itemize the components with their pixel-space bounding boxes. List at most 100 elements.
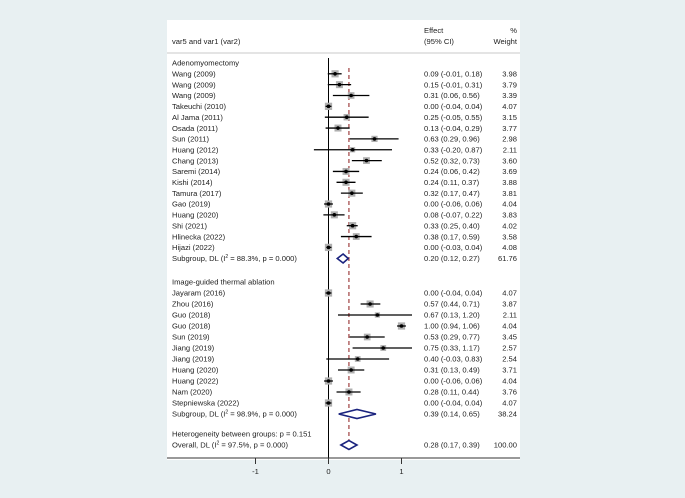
label-text: = 97.5%, p = 0.000) <box>219 441 288 450</box>
weight-text: 3.76 <box>502 388 517 397</box>
weight-text: 4.02 <box>502 221 517 230</box>
point-estimate <box>326 245 331 250</box>
group-header: Image-guided thermal ablation <box>172 278 275 287</box>
study-label: Zhou (2016) <box>172 300 214 309</box>
study-label: Jiang (2019) <box>172 355 215 364</box>
point-estimate <box>326 401 331 405</box>
label-text: Overall, DL (I <box>172 441 216 450</box>
weight-text: 3.71 <box>502 366 517 375</box>
effect-ci-text: 0.08 (-0.07, 0.22) <box>424 211 483 220</box>
study-label: Stepniewska (2022) <box>172 399 240 408</box>
subgroup-diamond <box>338 408 377 420</box>
effect-ci-text: 0.13 (-0.04, 0.29) <box>424 124 483 133</box>
weight-text: 4.04 <box>502 322 517 331</box>
point-estimate <box>350 223 355 228</box>
point-estimate <box>349 368 353 372</box>
effect-ci-text: 0.31 (0.06, 0.56) <box>424 91 480 100</box>
weight-text: 4.07 <box>502 289 517 298</box>
point-estimate <box>326 202 331 206</box>
weight-text: 3.87 <box>502 300 517 309</box>
subgroup-diamond <box>335 252 350 265</box>
plot-panel <box>167 20 520 460</box>
weight-text: 61.76 <box>498 254 517 263</box>
point-estimate <box>326 104 331 109</box>
weight-text: 4.07 <box>502 102 517 111</box>
weight-text: 3.77 <box>502 124 517 133</box>
study-label: Hlinecka (2022) <box>172 232 226 241</box>
effect-ci-text: 0.33 (-0.20, 0.87) <box>424 145 483 154</box>
study-label: Sun (2019) <box>172 333 210 342</box>
weight-text: 3.98 <box>502 70 517 79</box>
header-weight-label: Weight <box>494 37 518 46</box>
effect-ci-text: 0.28 (0.11, 0.44) <box>424 388 480 397</box>
weight-text: 38.24 <box>498 410 517 419</box>
study-label: Huang (2022) <box>172 377 219 386</box>
weight-text: 3.81 <box>502 189 517 198</box>
heterogeneity-text: Heterogeneity between groups: p = 0.151 <box>172 430 312 439</box>
label-text: = 98.9%, p = 0.000) <box>228 410 297 419</box>
overall-label: Overall, DL (I2 = 97.5%, p = 0.000) <box>172 441 289 450</box>
point-estimate <box>368 302 372 306</box>
x-tick-label: 0 <box>326 467 330 476</box>
study-label: Hijazi (2022) <box>172 243 215 252</box>
header-ci-label: (95% CI) <box>424 37 454 46</box>
point-estimate <box>337 82 342 87</box>
weight-text: 3.69 <box>502 167 517 176</box>
point-estimate <box>347 390 351 394</box>
weight-text: 4.04 <box>502 200 517 209</box>
study-label: Sun (2011) <box>172 135 209 144</box>
study-label: Wang (2009) <box>172 91 216 100</box>
study-label: Osada (2011) <box>172 124 218 133</box>
study-label: Huang (2020) <box>172 366 219 375</box>
effect-ci-text: 0.32 (0.17, 0.47) <box>424 189 480 198</box>
effect-ci-text: 0.67 (0.13, 1.20) <box>424 311 480 320</box>
study-label: Saremi (2014) <box>172 167 221 176</box>
effect-ci-text: 0.00 (-0.04, 0.04) <box>424 289 483 298</box>
effect-ci-text: 0.33 (0.25, 0.40) <box>424 221 480 230</box>
label-text: Subgroup, DL (I <box>172 410 225 419</box>
weight-text: 100.00 <box>494 441 517 450</box>
effect-ci-text: 0.52 (0.32, 0.73) <box>424 156 480 165</box>
effect-ci-text: 0.75 (0.33, 1.17) <box>424 344 480 353</box>
header-study-label: var5 and var1 (var2) <box>172 37 241 46</box>
effect-ci-text: 0.00 (-0.06, 0.06) <box>424 200 483 209</box>
superscript: 2 <box>225 254 228 260</box>
study-label: Wang (2009) <box>172 70 216 79</box>
effect-ci-text: 0.40 (-0.03, 0.83) <box>424 355 483 364</box>
study-label: Chang (2013) <box>172 156 219 165</box>
study-label: Takeuchi (2010) <box>172 102 227 111</box>
effect-ci-text: 0.00 (-0.04, 0.04) <box>424 102 483 111</box>
study-label: Jayaram (2016) <box>172 289 226 298</box>
study-label: Nam (2020) <box>172 388 213 397</box>
point-estimate <box>381 346 386 350</box>
point-estimate <box>399 324 404 328</box>
group-header: Adenomyomectomy <box>172 59 239 68</box>
x-tick-label: 1 <box>399 467 403 476</box>
study-label: Huang (2012) <box>172 145 219 154</box>
weight-text: 2.57 <box>502 344 517 353</box>
point-estimate <box>344 115 349 119</box>
weight-text: 3.15 <box>502 113 517 122</box>
point-estimate <box>344 180 348 185</box>
study-label: Al Jama (2011) <box>172 113 223 122</box>
study-label: Huang (2020) <box>172 211 219 220</box>
point-estimate <box>350 191 354 195</box>
label-text: = 88.3%, p = 0.000) <box>228 254 297 263</box>
superscript: 2 <box>225 410 228 416</box>
study-label: Shi (2021) <box>172 221 208 230</box>
study-label: Tamura (2017) <box>172 189 222 198</box>
effect-ci-text: 0.38 (0.17, 0.59) <box>424 232 480 241</box>
point-estimate <box>354 234 359 239</box>
effect-ci-text: 1.00 (0.94, 1.06) <box>424 322 480 331</box>
study-label: Guo (2018) <box>172 311 211 320</box>
study-label: Wang (2009) <box>172 80 216 89</box>
weight-text: 2.11 <box>503 311 517 320</box>
subgroup-label: Subgroup, DL (I2 = 98.9%, p = 0.000) <box>172 410 297 419</box>
effect-ci-text: 0.28 (0.17, 0.39) <box>424 441 480 450</box>
study-label: Jiang (2019) <box>172 344 215 353</box>
effect-ci-text: 0.09 (-0.01, 0.18) <box>424 70 483 79</box>
effect-ci-text: 0.39 (0.14, 0.65) <box>424 410 480 419</box>
weight-text: 3.83 <box>502 211 517 220</box>
point-estimate <box>349 93 353 98</box>
label-text: Subgroup, DL (I <box>172 254 225 263</box>
